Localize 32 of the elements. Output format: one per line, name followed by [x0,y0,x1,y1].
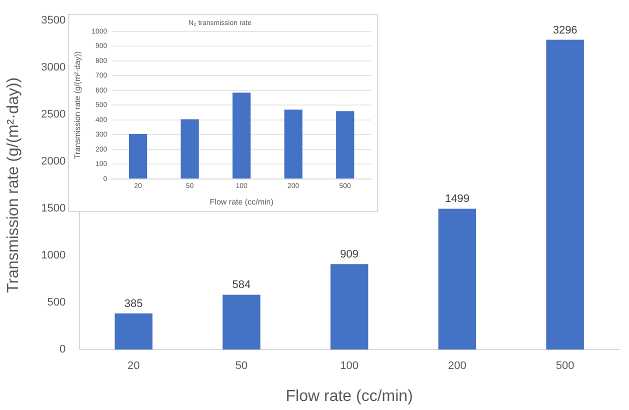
bar [222,294,260,350]
x-axis-title: Flow rate (cc/min) [210,197,274,206]
y-tick-label: 3500 [41,14,66,27]
y-tick-label: 2500 [41,108,66,121]
bar [114,313,152,350]
bar [232,92,251,178]
data-label: 909 [340,248,359,261]
bar [180,119,199,178]
x-tick-label: 200 [448,360,466,372]
x-tick-label: 20 [127,360,140,372]
bar [330,264,368,350]
y-axis-title: Transmission rate (g/(m²·day)) [73,51,82,160]
x-tick-label: 100 [340,360,359,372]
data-label: 385 [124,298,143,310]
x-tick-label: 50 [235,360,248,372]
x-tick-label: 500 [556,360,574,372]
x-axis-title: Flow rate (cc/min) [286,388,413,405]
y-tick-label: 1500 [41,202,66,215]
bar [336,111,354,178]
y-axis-title: Transmission rate (g/(m²·day)) [5,77,22,293]
y-tick-label: 0 [60,344,66,356]
y-tick-label: 3000 [41,62,66,74]
bar [438,208,476,350]
bar [128,134,148,178]
y-tick-label: 500 [47,296,66,309]
y-tick-label: 2000 [41,156,66,168]
bar [284,110,302,178]
data-label: 3296 [552,24,578,36]
data-label: 584 [232,279,251,292]
y-tick-label: 1000 [41,250,66,262]
data-label: 1499 [444,193,470,206]
bar [546,40,584,350]
